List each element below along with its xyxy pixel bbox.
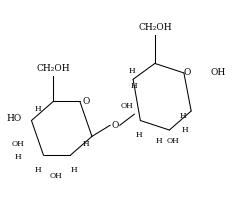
Text: H: H <box>179 112 186 120</box>
Text: OH: OH <box>49 172 62 180</box>
Text: OH: OH <box>167 137 179 145</box>
Text: H: H <box>155 137 162 145</box>
Text: CH₂OH: CH₂OH <box>37 64 70 73</box>
Text: H: H <box>70 166 77 174</box>
Text: H: H <box>34 166 41 174</box>
Text: O: O <box>184 68 191 77</box>
Text: OH: OH <box>211 68 226 77</box>
Text: O: O <box>111 121 119 130</box>
Text: H: H <box>83 140 89 148</box>
Text: H: H <box>129 67 135 75</box>
Text: OH: OH <box>121 102 133 110</box>
Text: OH: OH <box>12 140 24 148</box>
Text: HO: HO <box>6 114 21 123</box>
Text: H: H <box>182 126 189 134</box>
Text: H: H <box>34 105 41 113</box>
Text: O: O <box>82 97 90 106</box>
Text: H: H <box>131 82 138 90</box>
Text: H: H <box>15 153 22 161</box>
Text: CH₂OH: CH₂OH <box>138 23 172 32</box>
Text: H: H <box>136 131 143 139</box>
